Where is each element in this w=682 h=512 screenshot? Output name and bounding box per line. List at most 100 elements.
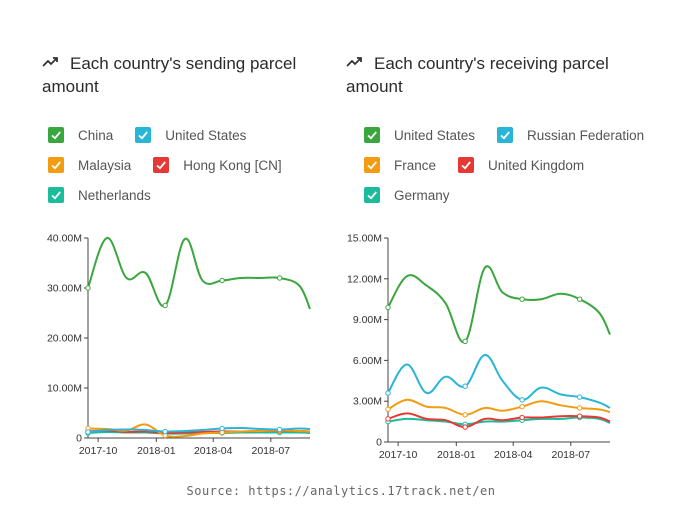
checkmark-icon xyxy=(51,131,61,140)
series-line-united-states[interactable] xyxy=(387,265,611,343)
data-point-france[interactable] xyxy=(462,412,468,418)
legend-label: United Kingdom xyxy=(488,157,585,173)
legend-row: France United Kingdom xyxy=(364,150,682,180)
sending-chart-title-text: Each country's sending parcel amount xyxy=(42,54,297,96)
legend-checkbox[interactable] xyxy=(135,127,152,143)
checkmark-icon xyxy=(51,161,61,170)
checkmark-icon xyxy=(367,191,377,200)
data-point-china[interactable] xyxy=(276,275,283,281)
data-point-france[interactable] xyxy=(576,405,583,411)
x-tick-label: 2017-10 xyxy=(79,445,118,457)
legend-item-united-kingdom[interactable]: United Kingdom xyxy=(458,157,584,173)
trending-up-icon xyxy=(346,57,362,67)
legend-item-malaysia[interactable]: Malaysia xyxy=(48,157,131,173)
data-point-united-kingdom[interactable] xyxy=(519,414,525,421)
legend-checkbox[interactable] xyxy=(153,157,170,173)
x-tick-label: 2018-04 xyxy=(194,445,233,457)
data-point-united-states[interactable] xyxy=(85,429,91,435)
sending-chart-title: Each country's sending parcel amount xyxy=(42,52,332,98)
legend-item-united-states[interactable]: United States xyxy=(364,127,475,143)
legend-item-netherlands[interactable]: Netherlands xyxy=(48,187,151,203)
x-tick-label: 2018-07 xyxy=(552,449,591,461)
legend-label: Netherlands xyxy=(78,187,151,203)
y-tick-label: 12.00M xyxy=(347,273,382,285)
data-point-united-states[interactable] xyxy=(162,428,168,435)
y-tick-label: 3.00M xyxy=(353,396,382,408)
checkmark-icon xyxy=(500,131,510,140)
x-tick-label: 2018-01 xyxy=(137,445,176,457)
x-tick-label: 2018-01 xyxy=(437,449,476,461)
data-point-france[interactable] xyxy=(385,406,391,413)
checkmark-icon xyxy=(461,161,471,170)
y-tick-label: 0 xyxy=(76,433,82,445)
legend-checkbox[interactable] xyxy=(364,157,380,173)
y-tick-label: 15.00M xyxy=(347,233,382,245)
legend-row: Germany xyxy=(364,180,682,210)
data-point-china[interactable] xyxy=(162,302,168,309)
y-tick-label: 10.00M xyxy=(47,383,82,395)
data-point-united-states[interactable] xyxy=(385,304,391,311)
checkmark-icon xyxy=(138,131,149,140)
x-tick-label: 2017-10 xyxy=(379,449,418,461)
data-point-france[interactable] xyxy=(519,403,525,410)
receiving-legend: United States Russian Federation France Uni… xyxy=(364,120,682,210)
receiving-chart: 0 3.00M 6.00M 9.00M 12.00M 15.00M 2017-10 2018-… xyxy=(347,233,611,461)
checkmark-icon xyxy=(367,161,377,170)
legend-checkbox[interactable] xyxy=(48,127,64,143)
series-line-russian-federation[interactable] xyxy=(387,354,611,409)
legend-label: France xyxy=(394,157,437,173)
data-point-russian-federation[interactable] xyxy=(519,397,525,403)
checkmark-icon xyxy=(51,191,61,200)
data-point-russian-federation[interactable] xyxy=(385,390,391,396)
receiving-chart-panel: Each country's receiving parcel amount U… xyxy=(340,0,670,470)
legend-checkbox[interactable] xyxy=(497,127,514,143)
source-caption: Source: https://analytics.17track.net/en xyxy=(186,484,496,498)
data-point-united-states[interactable] xyxy=(219,425,225,432)
x-tick-label: 2018-04 xyxy=(494,449,533,461)
legend-label: United States xyxy=(165,127,247,143)
y-tick-label: 6.00M xyxy=(353,355,382,367)
legend-label: Russian Federation xyxy=(527,127,645,143)
legend-checkbox[interactable] xyxy=(48,187,64,203)
checkmark-icon xyxy=(156,161,167,170)
receiving-chart-title-text: Each country's receiving parcel amount xyxy=(346,54,609,96)
x-tick-label: 2018-07 xyxy=(252,445,291,457)
y-tick-label: 40.00M xyxy=(47,233,82,245)
legend-item-hong-kong-cn[interactable]: Hong Kong [CN] xyxy=(153,157,282,173)
legend-row: China United States xyxy=(48,120,368,150)
series-line-france[interactable] xyxy=(387,398,611,416)
receiving-chart-title: Each country's receiving parcel amount xyxy=(346,52,636,98)
data-point-united-states[interactable] xyxy=(462,338,468,345)
legend-item-germany[interactable]: Germany xyxy=(364,187,450,203)
legend-label: United States xyxy=(394,127,476,143)
legend-checkbox[interactable] xyxy=(48,157,64,173)
y-tick-label: 20.00M xyxy=(47,333,82,345)
data-point-united-kingdom[interactable] xyxy=(576,413,583,419)
sending-legend: China United States Malaysia Hong Kong [CN]… xyxy=(48,120,368,210)
data-point-united-states[interactable] xyxy=(519,296,525,302)
legend-item-united-states[interactable]: United States xyxy=(135,127,246,143)
data-point-united-kingdom[interactable] xyxy=(385,416,391,422)
legend-item-france[interactable]: France xyxy=(364,157,436,173)
data-point-united-states[interactable] xyxy=(276,426,283,433)
legend-label: Hong Kong [CN] xyxy=(183,157,282,173)
legend-item-china[interactable]: China xyxy=(48,127,113,143)
legend-label: Malaysia xyxy=(78,157,132,173)
legend-item-russian-federation[interactable]: Russian Federation xyxy=(497,127,644,143)
sending-chart: 0 10.00M 20.00M 30.00M 40.00M 2017-10 2018-01 2… xyxy=(47,233,311,457)
data-point-united-kingdom[interactable] xyxy=(462,424,468,430)
legend-checkbox[interactable] xyxy=(364,187,380,203)
data-point-china[interactable] xyxy=(85,285,91,291)
sending-chart-panel: Each country's sending parcel amount Chi… xyxy=(0,0,330,470)
checkmark-icon xyxy=(367,131,377,140)
legend-checkbox[interactable] xyxy=(364,127,380,143)
series-line-china[interactable] xyxy=(87,237,311,310)
data-point-russian-federation[interactable] xyxy=(462,383,468,389)
legend-label: China xyxy=(78,127,114,143)
legend-label: Germany xyxy=(394,187,450,203)
legend-checkbox[interactable] xyxy=(458,157,475,173)
data-point-china[interactable] xyxy=(219,277,225,284)
data-point-united-states[interactable] xyxy=(576,296,583,302)
data-point-russian-federation[interactable] xyxy=(576,394,583,400)
trending-up-icon xyxy=(42,57,58,67)
